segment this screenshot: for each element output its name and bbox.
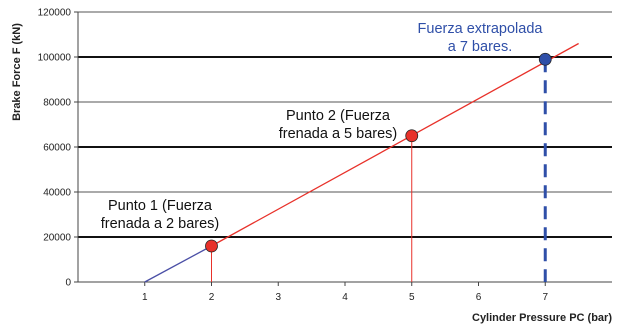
annotation-text: Punto 2 (Fuerza [286, 108, 391, 124]
x-tick-label: 5 [409, 292, 415, 303]
data-point [405, 129, 419, 143]
annotation-text: frenada a 2 bares) [101, 216, 220, 232]
data-point [538, 52, 552, 66]
x-tick-label: 1 [142, 292, 148, 303]
x-axis-title: Cylinder Pressure PC (bar) [472, 312, 612, 324]
y-tick-label: 100000 [38, 53, 72, 64]
annotation-text: frenada a 5 bares) [279, 126, 398, 142]
x-tick-label: 7 [542, 292, 548, 303]
annotation-text: Punto 1 (Fuerza [108, 198, 213, 214]
y-tick-label: 60000 [43, 143, 71, 154]
y-tick-label: 0 [65, 278, 71, 289]
x-tick-label: 3 [275, 292, 281, 303]
annotation-text: a 7 bares. [448, 39, 513, 55]
y-tick-label: 40000 [43, 188, 71, 199]
y-tick-label: 80000 [43, 98, 71, 109]
y-tick-label: 120000 [38, 8, 72, 19]
x-tick-label: 4 [342, 292, 348, 303]
y-axis-title: Brake Force F (kN) [11, 23, 23, 121]
series-line [144, 245, 212, 283]
series-line [211, 42, 579, 247]
data-point [205, 239, 218, 253]
annotation-text: Fuerza extrapolada [418, 21, 544, 37]
x-tick-label: 2 [209, 292, 215, 303]
x-tick-label: 6 [476, 292, 482, 303]
y-tick-label: 20000 [43, 233, 71, 244]
